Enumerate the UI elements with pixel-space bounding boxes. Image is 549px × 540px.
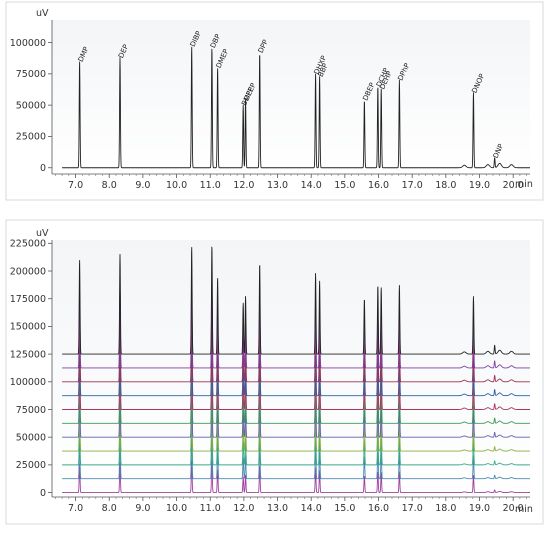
- x-tick-label: 7.0: [68, 503, 83, 514]
- y-tick-label: 25000: [16, 460, 46, 471]
- x-tick-label: 16.0: [368, 180, 389, 191]
- chromatogram-trace: [61, 377, 531, 438]
- axes: 7.0 8.0 9.0 10.0 11.0 12.0 13.0 14.0 15.0 16.0 17.…: [10, 20, 530, 191]
- x-tick-label: 13.0: [267, 180, 288, 191]
- x-tick-label: 19.0: [469, 180, 490, 191]
- x-tick-label: 11.0: [200, 180, 221, 191]
- x-tick-label: 9.0: [135, 180, 150, 191]
- y-tick-label: 225000: [10, 239, 46, 250]
- x-tick-label: 10.0: [166, 503, 187, 514]
- y-tick-label: 200000: [10, 266, 46, 277]
- y-tick-label: 150000: [10, 322, 46, 333]
- y-unit-label: uV: [36, 8, 49, 19]
- chromatogram-trace: [61, 320, 531, 397]
- x-tick-label: 12.0: [233, 503, 254, 514]
- x-tick-label: 16.0: [368, 503, 389, 514]
- x-tick-label: 7.0: [68, 180, 83, 191]
- chromatogram-trace: [61, 339, 531, 410]
- x-unit-label: min: [515, 179, 533, 190]
- axes: 7.0 8.0 9.0 10.0 11.0 12.0 13.0 14.0 15.0 16.0 17.…: [10, 239, 530, 514]
- chromatogram-trace: [61, 46, 531, 169]
- chart-panel-overlay: uV min 7.0 8.0 9.0 10.0 11.0 12.0 13.0 14.0 15.0…: [5, 219, 544, 525]
- y-tick-label: 100000: [10, 377, 46, 388]
- x-tick-label: 17.0: [402, 180, 423, 191]
- plot-area: [52, 20, 530, 174]
- x-tick-label: 14.0: [301, 503, 322, 514]
- y-tick-label: 25000: [16, 132, 46, 143]
- x-tick-label: 13.0: [267, 503, 288, 514]
- chromatogram-trace: [61, 397, 531, 452]
- chromatogram-trace: [61, 416, 531, 466]
- chromatogram-trace: [61, 281, 531, 369]
- chromatogram-trace: [61, 460, 531, 494]
- chromatogram-trace: [61, 304, 531, 383]
- traces: [61, 46, 531, 169]
- y-tick-label: 50000: [16, 432, 46, 443]
- x-tick-label: 8.0: [102, 503, 117, 514]
- y-tick-label: 0: [40, 163, 46, 174]
- x-tick-label: 20.0: [503, 180, 524, 191]
- y-tick-label: 175000: [10, 294, 46, 305]
- y-tick-label: 125000: [10, 349, 46, 360]
- x-tick-label: 10.0: [166, 180, 187, 191]
- x-tick-label: 15.0: [334, 503, 355, 514]
- chromatogram-trace: [61, 435, 531, 480]
- y-tick-label: 75000: [16, 69, 46, 80]
- x-unit-label: min: [515, 504, 533, 515]
- y-unit-label: uV: [36, 228, 49, 239]
- x-tick-label: 19.0: [469, 503, 490, 514]
- traces: [61, 246, 531, 494]
- x-tick-label: 9.0: [135, 503, 150, 514]
- chart-panel-single: uV min 7.0 8.0 9.0 10.0 11.0 12.0 13.0 14.0 15.0…: [5, 1, 544, 201]
- chromatogram-trace: [61, 358, 531, 424]
- y-tick-label: 0: [40, 488, 46, 499]
- y-tick-label: 100000: [10, 38, 46, 49]
- x-tick-label: 18.0: [435, 503, 456, 514]
- y-tick-label: 75000: [16, 405, 46, 416]
- x-tick-label: 20.0: [503, 503, 524, 514]
- y-tick-label: 50000: [16, 100, 46, 111]
- chromatogram-trace: [61, 246, 531, 355]
- x-tick-label: 12.0: [233, 180, 254, 191]
- x-tick-label: 8.0: [102, 180, 117, 191]
- plot-area: [52, 240, 530, 497]
- x-tick-label: 14.0: [301, 180, 322, 191]
- x-tick-label: 17.0: [402, 503, 423, 514]
- x-tick-label: 11.0: [200, 503, 221, 514]
- x-tick-label: 18.0: [435, 180, 456, 191]
- x-tick-label: 15.0: [334, 180, 355, 191]
